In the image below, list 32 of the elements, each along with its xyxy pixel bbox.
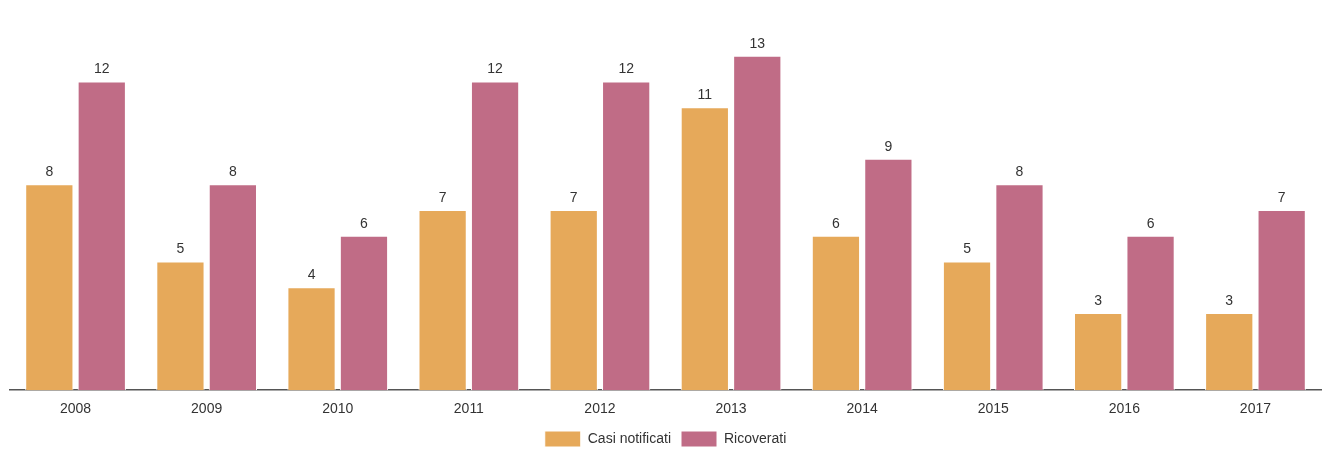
data-label: 9	[884, 137, 893, 154]
data-label: 6	[360, 214, 369, 231]
data-label: 6	[1146, 214, 1155, 231]
data-label: 7	[569, 188, 578, 205]
x-tick-label: 2015	[977, 400, 1010, 417]
legend-label: Casi notificati	[587, 429, 672, 446]
data-label: 8	[1015, 163, 1024, 180]
data-label: 3	[1225, 291, 1234, 308]
x-tick-label: 2012	[584, 400, 616, 417]
x-tick-label: 2017	[1239, 400, 1272, 417]
data-label: 8	[228, 163, 237, 180]
x-tick-label: 2009	[191, 400, 223, 417]
data-label: 8	[45, 163, 54, 180]
data-label: 12	[487, 60, 504, 77]
data-label: 3	[1094, 291, 1103, 308]
data-label: 4	[307, 266, 316, 283]
x-tick-label: 2010	[322, 400, 354, 417]
data-label: 5	[963, 240, 972, 257]
data-label: 13	[749, 34, 766, 51]
legend-label: Ricoverati	[724, 429, 787, 446]
x-tick-label: 2011	[453, 400, 485, 417]
data-label: 7	[438, 188, 447, 205]
data-label: 12	[618, 60, 635, 77]
x-tick-label: 2014	[846, 400, 878, 417]
x-tick-label: 2013	[715, 400, 747, 417]
data-label: 7	[1277, 188, 1286, 205]
data-label: 6	[832, 214, 841, 231]
x-tick-label: 2008	[59, 400, 92, 417]
x-tick-label: 2016	[1108, 400, 1141, 417]
data-label: 11	[697, 86, 713, 103]
data-label: 12	[93, 60, 110, 77]
data-label: 5	[176, 240, 185, 257]
